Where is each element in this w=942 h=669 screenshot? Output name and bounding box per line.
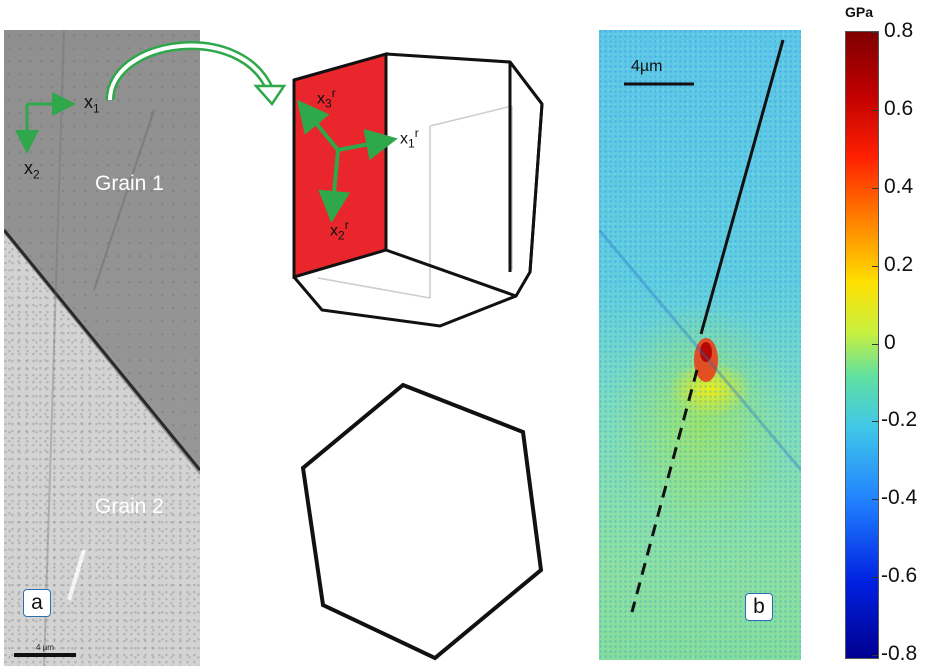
colorbar-tick-label: 0 bbox=[884, 330, 896, 354]
basal-face bbox=[292, 52, 388, 280]
colorbar-tick-label: -0.4 bbox=[881, 486, 918, 510]
colorbar-tick-label: 0.8 bbox=[884, 19, 914, 42]
trace-solid-line bbox=[699, 39, 785, 335]
axis-x2-label: x2 bbox=[24, 158, 40, 182]
colorbar bbox=[845, 31, 879, 659]
axis-x1r-label: x1r bbox=[400, 126, 419, 151]
grain1-label: Grain 1 bbox=[95, 172, 164, 195]
panel-letter-a: a bbox=[23, 589, 51, 617]
scale-bar-label-b: 4µm bbox=[631, 58, 663, 75]
colorbar-tick-label: 0.6 bbox=[884, 96, 914, 120]
colorbar-tick-mark bbox=[872, 499, 878, 501]
trace-dashed-line bbox=[630, 369, 699, 613]
colorbar-tick-mark bbox=[872, 577, 878, 579]
scale-bar-a bbox=[14, 653, 76, 657]
colorbar-tick-label: 0.4 bbox=[884, 174, 914, 198]
colorbar-tick-mark bbox=[872, 109, 878, 111]
axis-x3r-label: x3r bbox=[317, 86, 336, 111]
colorbar-tick-label: 0.2 bbox=[884, 252, 914, 276]
colorbar-tick-mark bbox=[872, 343, 878, 345]
colorbar-tick-mark bbox=[872, 421, 878, 423]
colorbar-tick-label: -0.8 bbox=[881, 642, 918, 665]
axis-x2r-label: x2r bbox=[330, 218, 349, 243]
grain2-label: Grain 2 bbox=[95, 495, 164, 518]
axis-x1-label: x1 bbox=[84, 92, 100, 116]
colorbar-tick-label: -0.2 bbox=[881, 408, 918, 432]
stress-map-panel-b bbox=[599, 30, 801, 660]
hexagon-top-view bbox=[300, 382, 544, 661]
colorbar-tick-mark bbox=[872, 187, 878, 189]
colorbar-unit: GPa bbox=[845, 4, 874, 20]
sample-axes-arrows bbox=[15, 41, 287, 154]
colorbar-tick-mark bbox=[872, 265, 878, 267]
grain-boundary bbox=[4, 30, 200, 666]
hexagonal-prism bbox=[292, 52, 544, 328]
panel-letter-b: b bbox=[745, 593, 773, 621]
scale-bar-label-a: 4 µm bbox=[36, 643, 54, 652]
colorbar-tick-mark bbox=[872, 32, 878, 33]
colorbar-tick-mark bbox=[872, 655, 878, 656]
stress-map-overlay bbox=[599, 39, 801, 613]
colorbar-tick-label: -0.6 bbox=[881, 564, 918, 588]
